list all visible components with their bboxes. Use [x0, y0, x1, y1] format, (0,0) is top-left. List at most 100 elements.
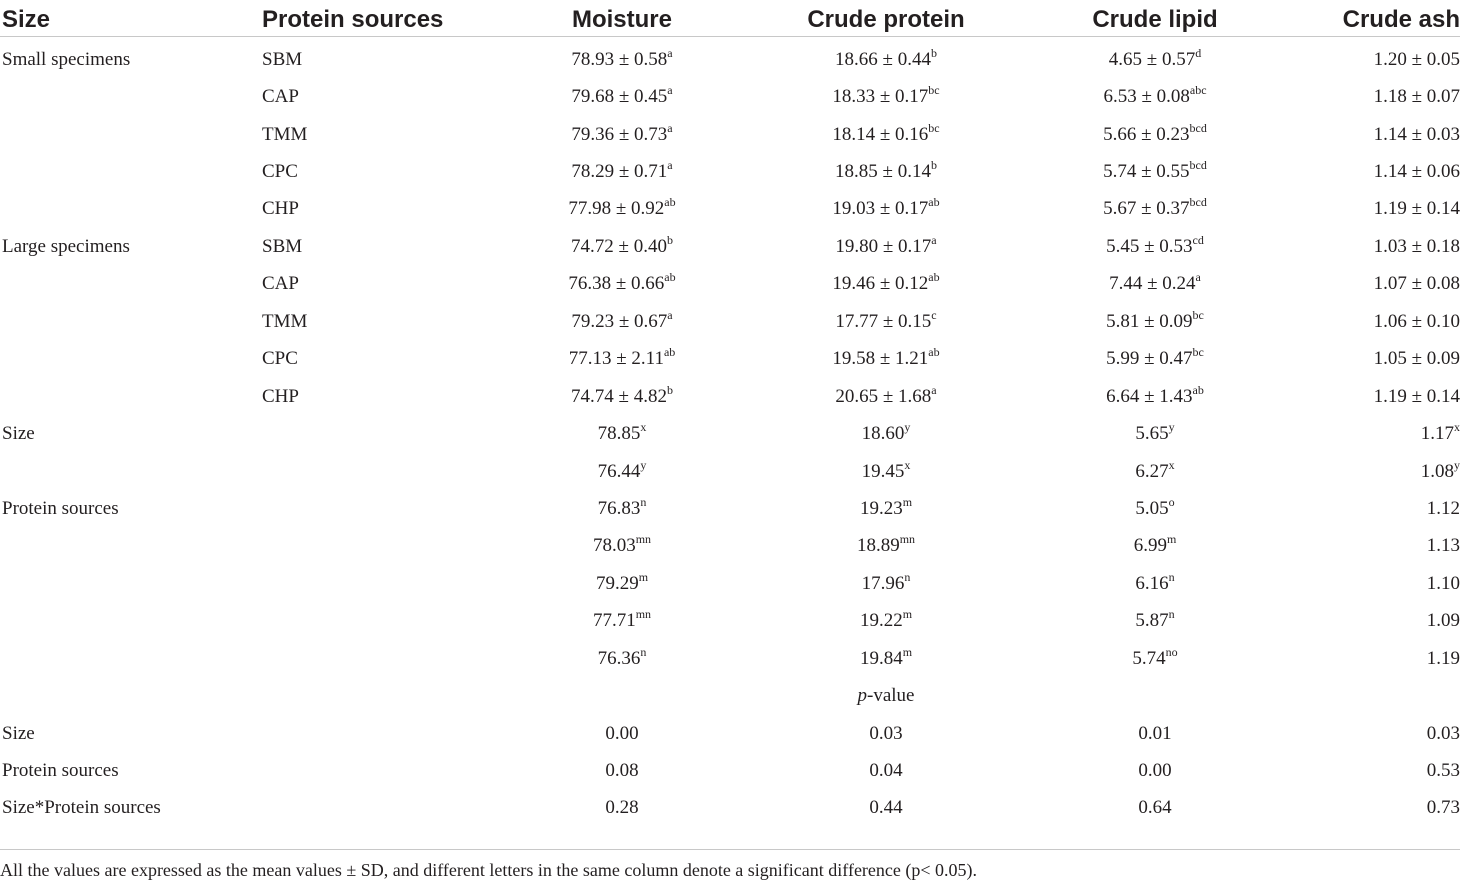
header-crude-ash: Crude ash: [1342, 6, 1460, 33]
pvalue-row: Size*Protein sources 0.28 0.44 0.64 0.73: [0, 790, 1460, 827]
pvalue-label: p-value: [737, 677, 1035, 714]
size-cell: [0, 640, 262, 677]
crude-protein-cell-value: 18.14 ± 0.16: [832, 123, 929, 145]
crude-lipid-cell-superscript: no: [1165, 644, 1178, 659]
composition-table: Size Protein sources Moisture Crude prot…: [0, 6, 1460, 827]
crude-lipid-cell-superscript: bc: [1192, 307, 1204, 322]
crude-protein-cell: 19.23m: [737, 490, 1035, 527]
size-cell-value: Size: [2, 423, 35, 445]
crude-lipid-cell-superscript: y: [1168, 420, 1175, 435]
crude-lipid-cell-superscript: bcd: [1189, 120, 1207, 135]
size-cell-value: Protein sources: [2, 497, 119, 519]
crude-protein-cell: 19.58 ± 1.21ab: [737, 341, 1035, 378]
crude-protein-cell-superscript: n: [904, 569, 911, 584]
crude-protein-cell-value: 19.22: [859, 610, 903, 632]
crude-ash-cell: 1.07 ± 0.08: [1275, 266, 1460, 303]
pvalue-ash-cell-value: 0.03: [1426, 722, 1460, 744]
table-row: CAP 79.68 ± 0.45a 18.33 ± 0.17bc 6.53 ± 0.0…: [0, 78, 1460, 115]
crude-lipid-cell-superscript: o: [1168, 494, 1175, 509]
crude-lipid-cell: 5.99 ± 0.47bc: [1035, 341, 1275, 378]
crude-protein-cell-superscript: m: [902, 607, 913, 622]
crude-ash-cell: 1.14 ± 0.03: [1275, 116, 1460, 153]
moisture-cell-superscript: b: [666, 232, 673, 247]
crude-ash-cell-value: 1.07 ± 0.08: [1373, 273, 1460, 295]
crude-protein-cell-superscript: b: [930, 158, 937, 173]
moisture-cell-superscript: a: [667, 307, 673, 322]
size-cell: [0, 303, 262, 340]
size-cell: [0, 378, 262, 415]
crude-lipid-cell-value: 5.45 ± 0.53: [1106, 235, 1193, 257]
moisture-cell: 76.83n: [507, 490, 737, 527]
crude-protein-cell-value: 17.96: [861, 572, 905, 594]
moisture-cell-value: 74.72 ± 0.40: [571, 235, 667, 257]
moisture-cell-value: 79.29: [595, 572, 639, 594]
crude-lipid-cell-value: 5.67 ± 0.37: [1103, 198, 1190, 220]
crude-protein-cell-value: 19.45: [861, 460, 905, 482]
moisture-cell: 77.71mn: [507, 603, 737, 640]
crude-lipid-cell: 6.64 ± 1.43ab: [1035, 378, 1275, 415]
crude-lipid-cell: 6.27x: [1035, 453, 1275, 490]
crude-protein-cell: 18.89mn: [737, 528, 1035, 565]
size-cell: [0, 153, 262, 190]
crude-lipid-cell-superscript: ab: [1192, 382, 1204, 397]
protein-source-cell: [262, 528, 507, 565]
crude-protein-cell: 19.80 ± 0.17a: [737, 228, 1035, 265]
crude-lipid-cell-superscript: m: [1166, 532, 1177, 547]
pvalue-factor-cell: Protein sources: [0, 752, 262, 789]
crude-ash-cell-value: 1.20 ± 0.05: [1373, 48, 1460, 70]
moisture-cell: 77.98 ± 0.92ab: [507, 191, 737, 228]
crude-protein-cell: 17.96n: [737, 565, 1035, 602]
moisture-cell-value: 79.68 ± 0.45: [571, 86, 668, 108]
moisture-cell: 79.36 ± 0.73a: [507, 116, 737, 153]
crude-lipid-cell-superscript: bc: [1192, 345, 1204, 360]
crude-lipid-cell: 5.05o: [1035, 490, 1275, 527]
crude-lipid-cell: 6.53 ± 0.08abc: [1035, 78, 1275, 115]
crude-ash-cell-value: 1.10: [1426, 572, 1460, 594]
pvalue-ash-cell: 0.03: [1275, 715, 1460, 752]
pvalue-factor-cell-value: Size: [2, 722, 35, 744]
crude-ash-cell-superscript: x: [1454, 420, 1460, 435]
crude-ash-cell-value: 1.05 ± 0.09: [1373, 348, 1460, 370]
moisture-cell-superscript: ab: [664, 270, 676, 285]
pvalue-moisture-cell: 0.00: [507, 715, 737, 752]
moisture-cell-superscript: mn: [635, 532, 652, 547]
crude-lipid-cell: 5.65y: [1035, 415, 1275, 452]
crude-ash-cell-value: 1.19 ± 0.14: [1373, 198, 1460, 220]
header-crude-lipid: Crude lipid: [1092, 6, 1218, 33]
crude-lipid-cell: 6.99m: [1035, 528, 1275, 565]
moisture-cell-value: 78.93 ± 0.58: [571, 48, 668, 70]
table-row: 78.03mn 18.89mn 6.99m 1.13: [0, 528, 1460, 565]
pvalue-label-rest: -value: [867, 685, 915, 707]
header-crude-protein: Crude protein: [807, 6, 965, 33]
crude-ash-cell: 1.18 ± 0.07: [1275, 78, 1460, 115]
protein-source-cell: [262, 565, 507, 602]
crude-lipid-cell: 6.16n: [1035, 565, 1275, 602]
protein-source-cell: CPC: [262, 341, 507, 378]
moisture-cell-superscript: x: [640, 420, 647, 435]
protein-source-cell: [262, 640, 507, 677]
crude-lipid-cell-value: 5.74 ± 0.55: [1103, 161, 1190, 183]
crude-lipid-cell-superscript: d: [1195, 45, 1202, 60]
pvalue-moisture-cell: 0.28: [507, 790, 737, 827]
size-cell: [0, 565, 262, 602]
crude-lipid-cell: 5.74no: [1035, 640, 1275, 677]
pvalue-label-row: p-value: [0, 677, 1460, 714]
size-cell: [0, 78, 262, 115]
size-cell: Size: [0, 415, 262, 452]
protein-source-cell: CPC: [262, 153, 507, 190]
crude-protein-cell-superscript: a: [931, 382, 937, 397]
protein-source-cell: CAP: [262, 78, 507, 115]
crude-lipid-cell-superscript: a: [1195, 270, 1201, 285]
empty-cell: [1275, 677, 1460, 714]
moisture-cell: 76.36n: [507, 640, 737, 677]
crude-ash-cell: 1.05 ± 0.09: [1275, 341, 1460, 378]
pvalue-ash-cell-value: 0.73: [1426, 797, 1460, 819]
empty-cell: [262, 677, 507, 714]
crude-protein-cell-value: 18.66 ± 0.44: [835, 48, 931, 70]
moisture-cell-value: 79.36 ± 0.73: [571, 123, 668, 145]
pvalue-ash-cell-value: 0.53: [1426, 760, 1460, 782]
size-cell: Large specimens: [0, 228, 262, 265]
crude-ash-cell-value: 1.19: [1426, 647, 1460, 669]
crude-ash-cell: 1.10: [1275, 565, 1460, 602]
moisture-cell-value: 76.44: [597, 460, 641, 482]
